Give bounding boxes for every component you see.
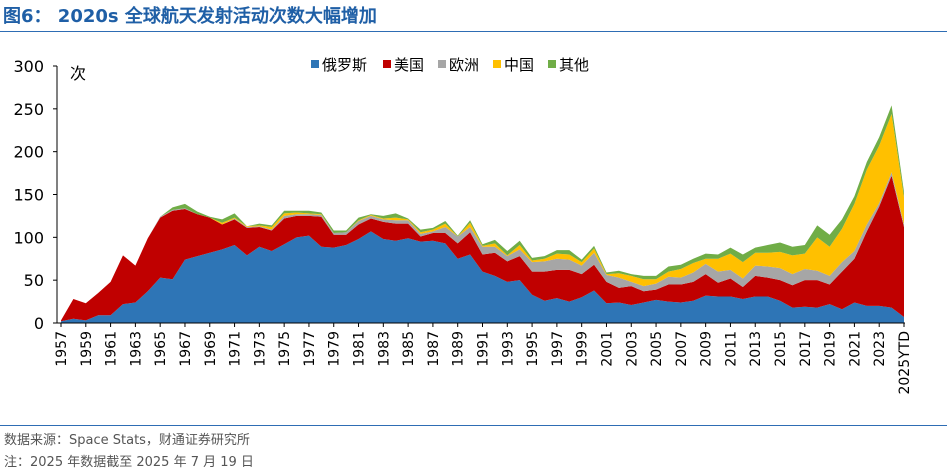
area-series-4: [61, 113, 904, 321]
x-tick-label-1981: 1981: [352, 331, 368, 367]
legend-label-5: 其他: [559, 56, 589, 74]
legend-label-1: 俄罗斯: [322, 56, 367, 74]
x-tick-label-2011: 2011: [723, 331, 739, 367]
x-tick-label-2023: 2023: [872, 331, 888, 367]
x-tick-label-1961: 1961: [104, 331, 120, 367]
y-tick-label-0: 0: [34, 314, 44, 333]
x-tick-label-1977: 1977: [302, 331, 318, 367]
x-tick-label-2025ytd: 2025YTD: [897, 331, 913, 395]
legend-label-3: 欧洲: [449, 56, 479, 74]
x-tick-label-1989: 1989: [451, 331, 467, 367]
x-tick-label-2005: 2005: [649, 331, 665, 367]
x-tick-label-2009: 2009: [699, 331, 715, 367]
x-tick-label-2019: 2019: [823, 331, 839, 367]
footer-divider: [0, 425, 947, 426]
title-divider: [0, 31, 947, 32]
area-series-2: [61, 175, 904, 322]
x-tick-label-1997: 1997: [550, 331, 566, 367]
x-tick-label-2007: 2007: [674, 331, 690, 367]
x-tick-label-1985: 1985: [401, 331, 417, 367]
x-tick-label-2013: 2013: [748, 331, 764, 367]
x-tick-label-1983: 1983: [376, 331, 392, 367]
legend-swatch-2: [383, 60, 391, 68]
y-tick-label-200: 200: [13, 143, 44, 162]
area-series-1: [61, 231, 904, 323]
x-tick-label-1991: 1991: [476, 331, 492, 367]
legend: 俄罗斯 美国 欧洲 中国 其他: [311, 56, 589, 74]
y-tick-label-150: 150: [13, 186, 44, 205]
x-tick-label-2017: 2017: [798, 331, 814, 367]
x-tick-label-1963: 1963: [128, 331, 144, 367]
y-tick-label-50: 50: [24, 271, 44, 290]
legend-swatch-1: [311, 60, 319, 68]
x-tick-label-2001: 2001: [599, 331, 615, 367]
x-tick-label-1999: 1999: [575, 331, 591, 367]
x-tick-label-1967: 1967: [178, 331, 194, 367]
legend-swatch-5: [548, 60, 556, 68]
y-tick-label-300: 300: [13, 57, 44, 76]
x-tick-label-1995: 1995: [525, 331, 541, 367]
data-cutoff-note: 注：2025 年数据截至 2025 年 7 月 19 日: [4, 455, 254, 470]
source-note: 数据来源：Space Stats，财通证券研究所: [4, 433, 250, 448]
legend-swatch-3: [438, 60, 446, 68]
y-axis-unit: 次: [70, 64, 86, 83]
y-tick-label-250: 250: [13, 100, 44, 119]
x-tick-label-2021: 2021: [847, 331, 863, 367]
x-tick-label-1959: 1959: [79, 331, 95, 367]
y-axis-ticks: 0 50 100 150 200 250 300: [13, 57, 57, 333]
legend-label-4: 中国: [504, 56, 534, 74]
x-tick-label-1965: 1965: [153, 331, 169, 367]
x-tick-label-1957: 1957: [54, 331, 70, 367]
x-tick-label-1987: 1987: [426, 331, 442, 367]
x-tick-label-2003: 2003: [624, 331, 640, 367]
figure-title: 图6： 2020s 全球航天发射活动次数大幅增加: [3, 6, 377, 27]
x-tick-label-1979: 1979: [327, 331, 343, 367]
y-tick-label-100: 100: [13, 228, 44, 247]
x-tick-label-2015: 2015: [773, 331, 789, 367]
x-tick-label-1971: 1971: [228, 331, 244, 367]
x-tick-label-1993: 1993: [500, 331, 516, 367]
area-layers: [61, 105, 904, 323]
x-tick-label-1969: 1969: [203, 331, 219, 367]
x-tick-label-1975: 1975: [277, 331, 293, 367]
x-axis-ticks: 1957 1959 1961 1963 1965 1967 1969 1971 1973 1975…: [54, 323, 913, 395]
legend-swatch-4: [493, 60, 501, 68]
x-tick-label-1973: 1973: [252, 331, 268, 367]
legend-label-2: 美国: [394, 56, 424, 74]
